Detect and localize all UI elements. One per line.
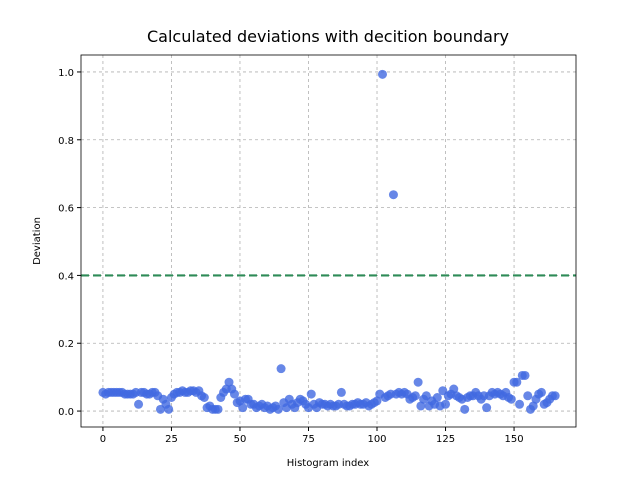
point (536, 387, 546, 397)
y-tick-label: 0.2 (58, 339, 74, 350)
point (441, 399, 451, 409)
y-axis-label: Deviation (32, 217, 43, 265)
y-tick-label: 0.4 (58, 271, 74, 282)
point (512, 377, 522, 387)
point (432, 392, 442, 402)
y-tick-label: 1.0 (58, 68, 74, 79)
point (523, 391, 533, 401)
x-tick-label: 0 (100, 434, 106, 445)
point (377, 69, 387, 79)
point (306, 389, 316, 399)
x-tick-label: 125 (436, 434, 455, 445)
point (199, 392, 209, 402)
point (372, 396, 382, 406)
point (213, 404, 223, 414)
point (229, 389, 239, 399)
point (413, 377, 423, 387)
point (460, 404, 470, 414)
point (449, 384, 459, 394)
point (273, 404, 283, 414)
y-tick-label: 0.8 (58, 136, 74, 147)
chart-title: Calculated deviations with decition boun… (147, 27, 509, 46)
x-axis-label: Histogram index (287, 458, 369, 469)
point (550, 391, 560, 401)
point (416, 401, 426, 411)
x-tick-label: 100 (367, 434, 386, 445)
y-tick-label: 0.0 (58, 407, 74, 418)
point (410, 391, 420, 401)
point (520, 370, 530, 380)
x-tick-label: 150 (505, 434, 524, 445)
point (528, 401, 538, 411)
point (164, 404, 174, 414)
point (276, 364, 286, 374)
y-tick-label: 0.6 (58, 204, 74, 215)
point (506, 394, 516, 404)
x-tick-label: 50 (234, 434, 247, 445)
point (336, 387, 346, 397)
plot-frame (80, 54, 577, 428)
point (482, 403, 492, 413)
x-tick-label: 25 (165, 434, 178, 445)
point (134, 399, 144, 409)
x-tick-label: 75 (302, 434, 315, 445)
point (515, 399, 525, 409)
point (224, 377, 234, 387)
point (388, 190, 398, 200)
point (238, 403, 248, 413)
